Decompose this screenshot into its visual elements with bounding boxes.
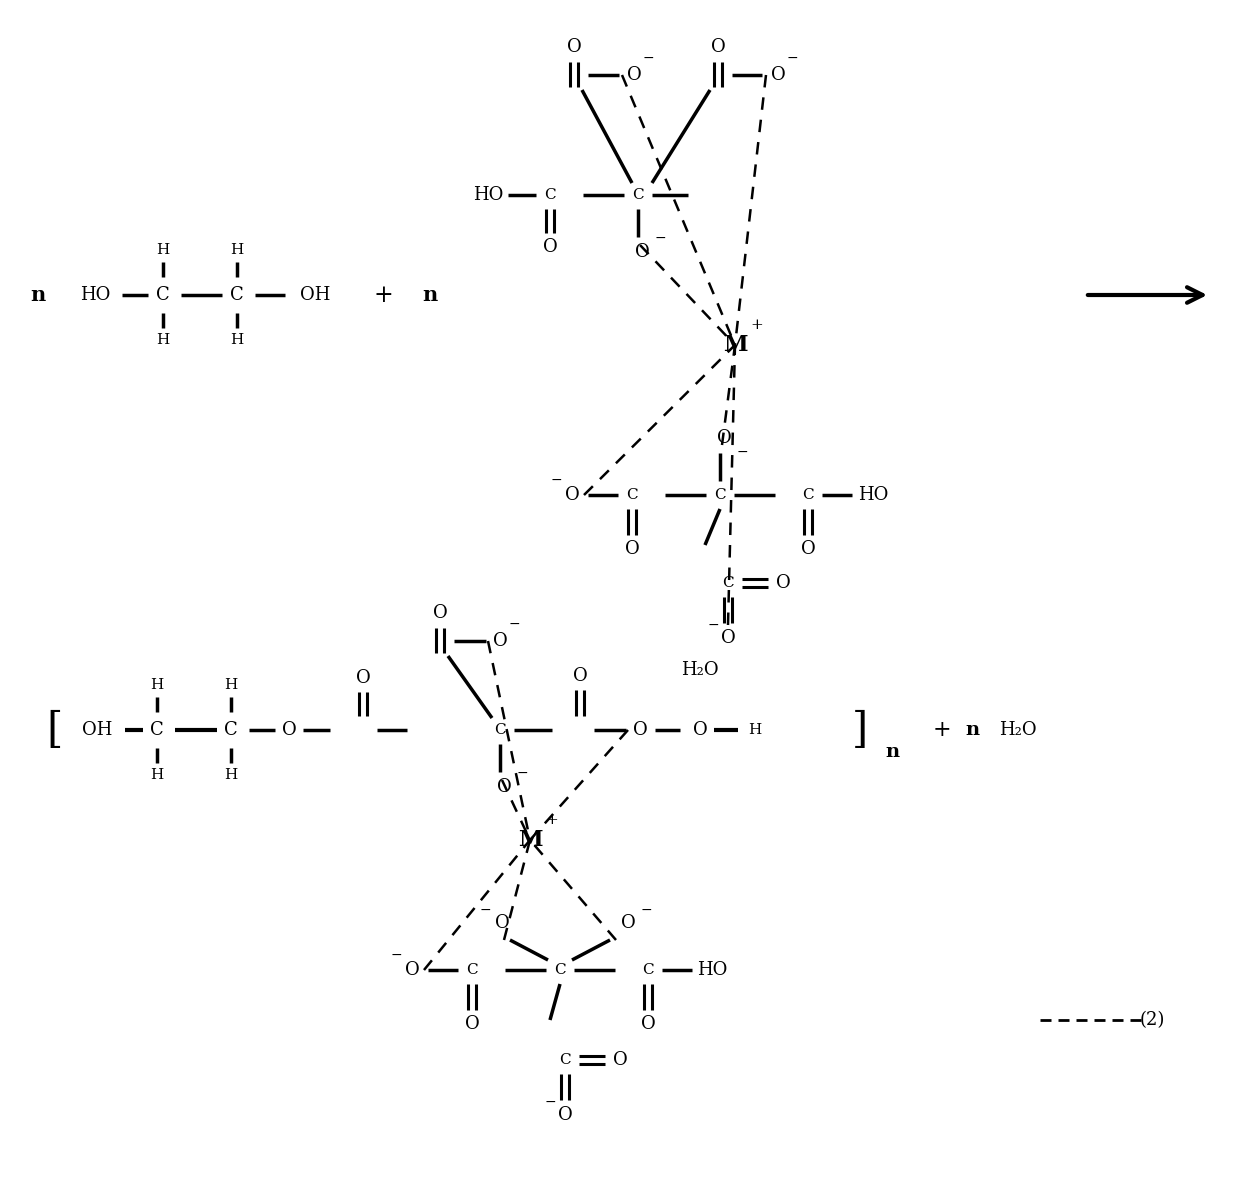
Text: O: O — [492, 632, 507, 649]
Text: O: O — [465, 1015, 480, 1033]
Text: +: + — [750, 318, 764, 332]
Text: C: C — [466, 963, 477, 977]
Text: OH: OH — [82, 720, 112, 739]
Text: O: O — [281, 720, 296, 739]
Text: C: C — [642, 963, 653, 977]
Text: H: H — [224, 768, 238, 782]
Text: n: n — [885, 743, 899, 761]
Text: +: + — [546, 813, 558, 827]
Text: O: O — [621, 914, 635, 932]
Text: −: − — [516, 767, 528, 780]
Text: O: O — [497, 778, 511, 796]
Text: n: n — [965, 720, 980, 739]
Text: O: O — [573, 667, 588, 685]
Text: H: H — [150, 678, 164, 692]
Text: −: − — [391, 948, 402, 962]
Text: HO: HO — [472, 186, 503, 203]
Text: O: O — [356, 670, 371, 687]
Text: O: O — [720, 629, 735, 647]
Text: C: C — [554, 963, 565, 977]
Text: −: − — [544, 1095, 556, 1108]
Text: H: H — [231, 332, 243, 347]
Text: HO: HO — [697, 961, 727, 980]
Text: C: C — [231, 286, 244, 304]
Text: O: O — [558, 1106, 573, 1124]
Text: −: − — [707, 618, 719, 632]
Text: −: − — [551, 473, 562, 487]
Text: C: C — [714, 489, 725, 502]
Text: C: C — [495, 723, 506, 737]
Text: O: O — [801, 539, 816, 558]
Text: −: − — [737, 445, 748, 459]
Text: O: O — [635, 243, 650, 261]
Text: H₂O: H₂O — [681, 661, 719, 679]
Text: O: O — [613, 1051, 627, 1069]
Text: O: O — [564, 486, 579, 504]
Text: H: H — [749, 723, 761, 737]
Text: H: H — [231, 243, 243, 257]
Text: ]: ] — [852, 709, 868, 751]
Text: C: C — [559, 1053, 570, 1067]
Text: O: O — [770, 66, 785, 84]
Text: HO: HO — [79, 286, 110, 304]
Text: [: [ — [47, 709, 63, 751]
Text: +: + — [373, 284, 393, 306]
Text: C: C — [632, 188, 644, 202]
Text: H₂O: H₂O — [999, 720, 1037, 739]
Text: O: O — [711, 38, 725, 56]
Text: +: + — [932, 719, 951, 741]
Text: O: O — [567, 38, 582, 56]
Text: −: − — [642, 51, 653, 65]
Text: O: O — [495, 914, 510, 932]
Text: O: O — [717, 429, 732, 447]
Text: −: − — [786, 51, 797, 65]
Text: O: O — [543, 238, 557, 256]
Text: C: C — [626, 489, 637, 502]
Text: H: H — [150, 768, 164, 782]
Text: −: − — [508, 618, 520, 631]
Text: O: O — [404, 961, 419, 980]
Text: C: C — [802, 489, 813, 502]
Text: C: C — [156, 286, 170, 304]
Text: M: M — [723, 334, 748, 356]
Text: O: O — [433, 605, 448, 622]
Text: −: − — [479, 903, 491, 917]
Text: M: M — [518, 829, 542, 851]
Text: n: n — [30, 285, 46, 305]
Text: H: H — [156, 243, 170, 257]
Text: C: C — [150, 720, 164, 739]
Text: OH: OH — [300, 286, 330, 304]
Text: O: O — [632, 720, 647, 739]
Text: C: C — [722, 576, 734, 590]
Text: n: n — [423, 285, 438, 305]
Text: H: H — [156, 332, 170, 347]
Text: C: C — [224, 720, 238, 739]
Text: O: O — [776, 574, 790, 592]
Text: O: O — [626, 66, 641, 84]
Text: HO: HO — [858, 486, 888, 504]
Text: C: C — [544, 188, 556, 202]
Text: O: O — [641, 1015, 656, 1033]
Text: H: H — [224, 678, 238, 692]
Text: O: O — [693, 720, 707, 739]
Text: −: − — [655, 231, 666, 245]
Text: −: − — [640, 903, 652, 917]
Text: O: O — [625, 539, 640, 558]
Text: (2): (2) — [1140, 1011, 1164, 1029]
